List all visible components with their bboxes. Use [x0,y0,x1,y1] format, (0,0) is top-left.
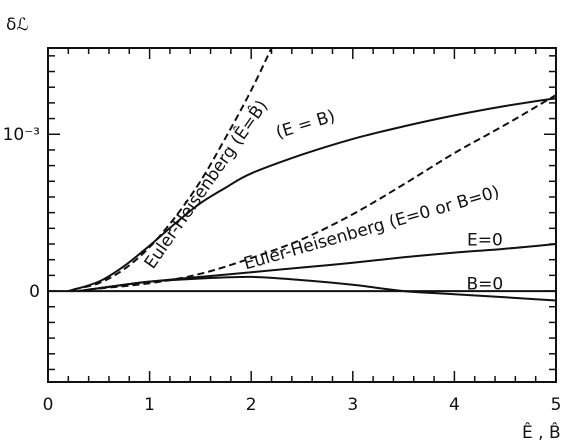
x-tick-label: 4 [449,395,460,415]
curve-label: (E = B) [274,106,338,143]
series-line-euler-heisenberg-b [73,47,273,291]
x-tick-label: 1 [144,395,155,415]
x-tick-label: 2 [246,395,257,415]
curve-label: Euler-Heisenberg (Ê=B̂) [139,96,272,273]
labels-layer: Euler-Heisenberg (Ê=B̂) (E = B)Euler-Heis… [139,96,503,295]
series-line-b-0 [78,275,557,302]
y-axis-label: δℒ [6,15,29,35]
y-tick-label: 10⁻³ [3,125,40,145]
x-tick-label: 3 [347,395,358,415]
x-tick-label: 5 [551,395,562,415]
series-layer [48,47,557,302]
x-tick-label: 0 [43,395,54,415]
plot-frame [47,47,557,383]
curve-label: E=0 [467,231,503,251]
x-axis-label: Ê , B̂ [522,421,561,443]
curve-label: B=0 [467,274,504,294]
series-line-e-b [68,97,557,293]
series-line-euler-heisenberg-e-0-or-b-0 [88,94,557,291]
y-tick-label: 0 [29,282,40,302]
